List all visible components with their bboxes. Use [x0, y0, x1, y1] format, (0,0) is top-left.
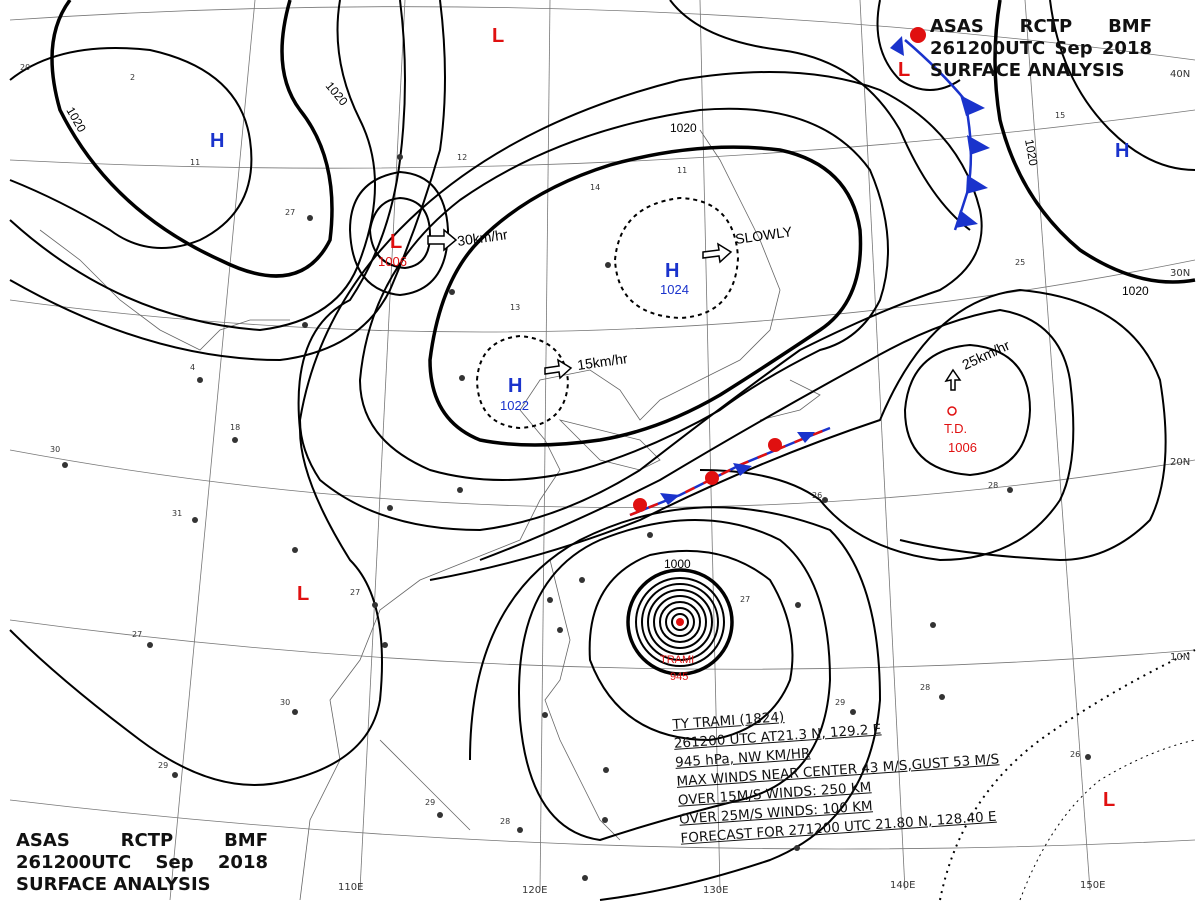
longitude-label: 140E: [890, 880, 915, 891]
svg-text:27: 27: [350, 588, 360, 597]
pressure-value: 1022: [500, 398, 529, 413]
header-line1: ASAS RCTP BMF: [16, 830, 268, 852]
pressure-systems: H H H 1024 H 1022 L L 1006 L L L T.D. 10…: [210, 25, 1129, 811]
svg-text:13: 13: [510, 303, 520, 312]
header-bottom: ASAS RCTP BMF 261200UTC Sep 2018 SURFACE…: [16, 830, 268, 896]
svg-text:26: 26: [1070, 750, 1080, 759]
pressure-value: 945: [670, 671, 688, 683]
product-title: SURFACE ANALYSIS: [930, 60, 1125, 81]
motion-speed: 30km/hr: [456, 226, 509, 249]
svg-text:4: 4: [190, 363, 195, 372]
header-line2: 261200UTC Sep 2018: [16, 852, 268, 874]
svg-text:25: 25: [1015, 258, 1025, 267]
svg-text:20: 20: [20, 63, 30, 72]
low-pressure-symbol: L: [898, 59, 910, 81]
typhoon-name: TRAMI: [660, 654, 694, 666]
analysis-time: 261200UTC: [930, 38, 1046, 59]
svg-text:11: 11: [190, 158, 200, 167]
svg-text:28: 28: [920, 683, 930, 692]
analysis-year: 2018: [1101, 38, 1152, 59]
svg-text:29: 29: [158, 761, 168, 770]
motion-speed: SLOWLY: [734, 223, 794, 247]
high-pressure-symbol: H: [210, 130, 224, 152]
td-label: T.D.: [944, 421, 967, 436]
isobars: [9, 0, 1196, 901]
svg-text:18: 18: [230, 423, 240, 432]
svg-text:11: 11: [677, 166, 687, 175]
isobar-label: 1000: [664, 557, 691, 571]
svg-text:15: 15: [1055, 111, 1065, 120]
product-code: BMF: [224, 830, 268, 851]
station-code: RCTP: [120, 830, 174, 851]
agency-code: ASAS: [16, 830, 70, 851]
cold-front: [890, 27, 990, 231]
longitude-label: 110E: [338, 882, 363, 893]
svg-text:29: 29: [835, 698, 845, 707]
analysis-time: 261200UTC: [16, 852, 132, 873]
coordinate-labels: 110E 120E 130E 140E 150E 40N 30N 20N 10N: [338, 69, 1190, 896]
svg-text:29: 29: [425, 798, 435, 807]
typhoon-rings: [469, 506, 882, 901]
svg-text:28: 28: [988, 481, 998, 490]
latitude-label: 10N: [1170, 652, 1190, 663]
svg-text:27: 27: [740, 595, 750, 604]
svg-text:26: 26: [812, 491, 822, 500]
svg-text:27: 27: [132, 630, 142, 639]
isobar-label: 1020: [1122, 284, 1149, 298]
longitude-label: 120E: [522, 885, 547, 896]
high-pressure-symbol: H: [665, 260, 679, 282]
analysis-month: Sep: [1054, 38, 1093, 59]
low-pressure-symbol: L: [1103, 789, 1115, 811]
pressure-value: 1006: [948, 440, 977, 455]
svg-text:31: 31: [172, 509, 182, 518]
station-plots: 20 2 11 27 4 18 30 31 27 27 30 29 29 28 27 29 28…: [20, 63, 1091, 881]
header-top: ASAS RCTP BMF 261200UTC Sep 2018 SURFACE…: [930, 16, 1152, 82]
isobar-label: 1020: [670, 121, 697, 135]
stationary-front: [629, 426, 831, 517]
longitude-label: 150E: [1080, 880, 1105, 891]
station-code: RCTP: [1019, 16, 1073, 37]
svg-text:27: 27: [285, 208, 295, 217]
header-line2: 261200UTC Sep 2018: [930, 38, 1152, 60]
product-title: SURFACE ANALYSIS: [16, 874, 211, 895]
agency-code: ASAS: [930, 16, 984, 37]
svg-text:14: 14: [590, 183, 600, 192]
pressure-value: 1006: [378, 254, 407, 269]
isobar-label: 1020: [1022, 138, 1040, 167]
high-pressure-symbol: H: [508, 375, 522, 397]
high-pressure-symbol: H: [1115, 140, 1129, 162]
motion-arrows: 30km/hr SLOWLY 15km/hr 25km/hr: [427, 223, 1012, 391]
product-code: BMF: [1108, 16, 1152, 37]
pressure-value: 1024: [660, 282, 689, 297]
motion-speed: 15km/hr: [576, 350, 629, 373]
svg-text:30: 30: [50, 445, 60, 454]
coastlines: [39, 129, 821, 901]
analysis-month: Sep: [155, 852, 194, 873]
low-pressure-symbol: L: [492, 25, 504, 47]
low-pressure-symbol: L: [390, 231, 402, 253]
svg-text:2: 2: [130, 73, 135, 82]
analysis-year: 2018: [217, 852, 268, 873]
svg-text:28: 28: [500, 817, 510, 826]
header-line1: ASAS RCTP BMF: [930, 16, 1152, 38]
typhoon-info: TY TRAMI (1824) 261200 UTC AT21.3 N, 129…: [672, 693, 1004, 848]
latitude-label: 30N: [1170, 268, 1190, 279]
svg-text:12: 12: [457, 153, 467, 162]
latitude-label: 40N: [1170, 69, 1190, 80]
latitude-label: 20N: [1170, 457, 1190, 468]
low-pressure-symbol: L: [297, 583, 309, 605]
longitude-label: 130E: [703, 885, 728, 896]
svg-text:30: 30: [280, 698, 290, 707]
